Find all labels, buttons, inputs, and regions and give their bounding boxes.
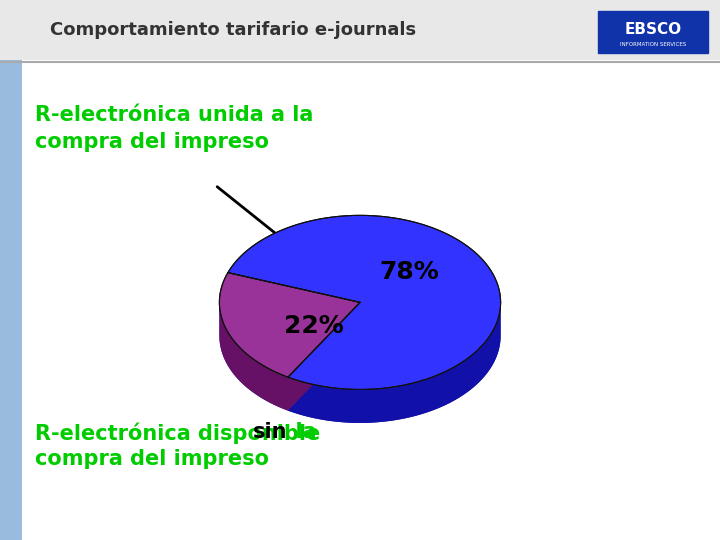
Text: Comportamiento tarifario e-journals: Comportamiento tarifario e-journals (50, 21, 416, 39)
Text: compra del impreso: compra del impreso (35, 132, 269, 152)
Text: R-electrónica disponible: R-electrónica disponible (35, 422, 328, 443)
Polygon shape (288, 303, 500, 423)
Bar (0, 60, 22, 540)
Bar (0, 0, 720, 60)
Text: 78%: 78% (380, 260, 440, 284)
Text: la: la (281, 422, 317, 442)
Text: 22%: 22% (284, 314, 343, 338)
Text: sin: sin (253, 422, 287, 442)
Polygon shape (228, 215, 500, 389)
Text: INFORMATION SERVICES: INFORMATION SERVICES (620, 42, 686, 46)
Polygon shape (220, 302, 500, 423)
Polygon shape (288, 302, 360, 410)
Polygon shape (288, 302, 360, 410)
Bar (598, 11, 708, 53)
Polygon shape (220, 302, 288, 410)
Polygon shape (220, 273, 360, 377)
Text: R-electrónica unida a la: R-electrónica unida a la (35, 105, 313, 125)
Text: EBSCO: EBSCO (624, 22, 682, 37)
Text: compra del impreso: compra del impreso (35, 449, 269, 469)
